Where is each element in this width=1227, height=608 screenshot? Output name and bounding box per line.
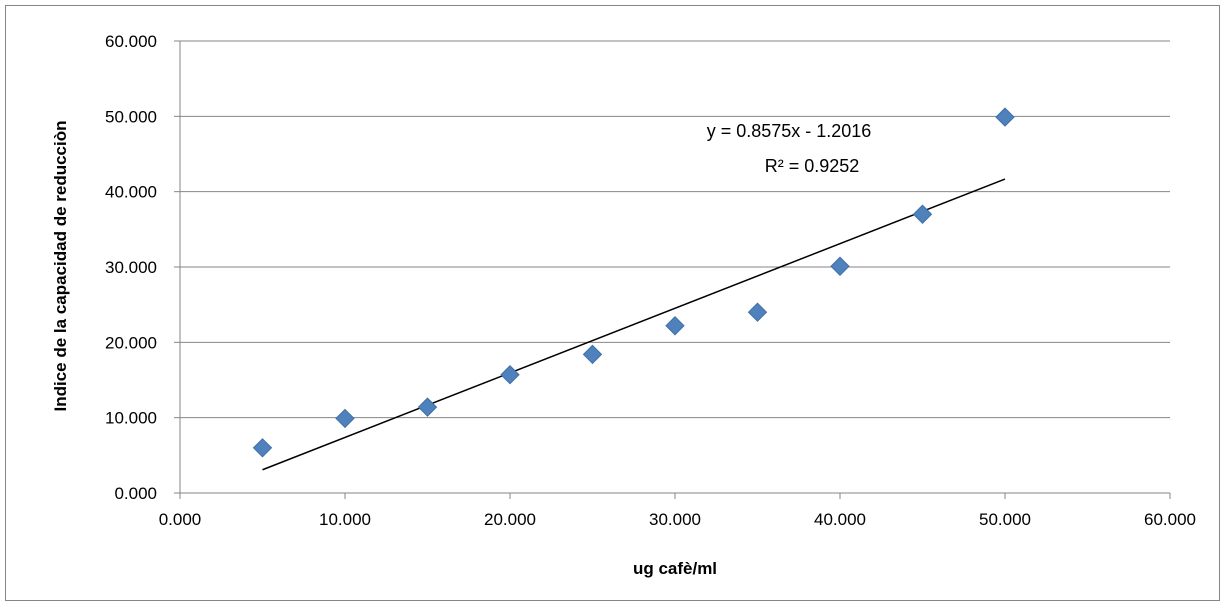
data-point-marker <box>912 204 933 224</box>
x-tick-label: 20.000 <box>484 510 536 529</box>
data-point-marker <box>335 408 355 429</box>
y-tick-label: 30.000 <box>105 258 157 277</box>
y-tick-label: 60.000 <box>105 32 157 51</box>
x-axis-title: ug cafè/ml <box>633 559 717 578</box>
data-point-marker <box>417 397 438 417</box>
x-tick-label: 30.000 <box>649 510 701 529</box>
data-point-marker <box>665 316 685 336</box>
y-tick-label: 0.000 <box>114 484 157 503</box>
y-tick-labels: 0.000 10.000 20.000 30.000 40.000 50.000 60.00… <box>105 32 157 503</box>
y-tick-label: 10.000 <box>105 409 157 428</box>
gridlines <box>180 40 1170 419</box>
x-tick-label: 50.000 <box>979 510 1031 529</box>
axes <box>174 40 1171 499</box>
trendline-r-squared: R² = 0.9252 <box>765 156 860 176</box>
x-tick-label: 60.000 <box>1144 510 1196 529</box>
trendline-equation: y = 0.8575x - 1.2016 <box>707 121 872 141</box>
data-point-marker <box>747 302 768 322</box>
y-axis-title: Indice de la capacidad de reducciòn <box>51 121 70 412</box>
x-tick-label: 10.000 <box>319 510 371 529</box>
data-point-marker <box>582 344 603 365</box>
x-tick-labels: 0.000 10.000 20.000 30.000 40.000 50.000 60.00… <box>159 510 1196 529</box>
data-point-marker <box>830 256 850 276</box>
data-point-marker <box>995 107 1015 127</box>
data-points <box>252 107 1015 458</box>
y-tick-label: 40.000 <box>105 183 157 202</box>
x-tick-label: 40.000 <box>814 510 866 529</box>
y-tick-label: 50.000 <box>105 107 157 126</box>
trendline-group <box>262 178 1006 471</box>
chart-frame <box>5 5 1220 601</box>
x-tick-label: 0.000 <box>159 510 202 529</box>
y-tick-label: 20.000 <box>105 333 157 352</box>
data-point-marker <box>252 438 273 458</box>
data-point-marker <box>500 365 520 385</box>
trendline <box>262 178 1006 471</box>
